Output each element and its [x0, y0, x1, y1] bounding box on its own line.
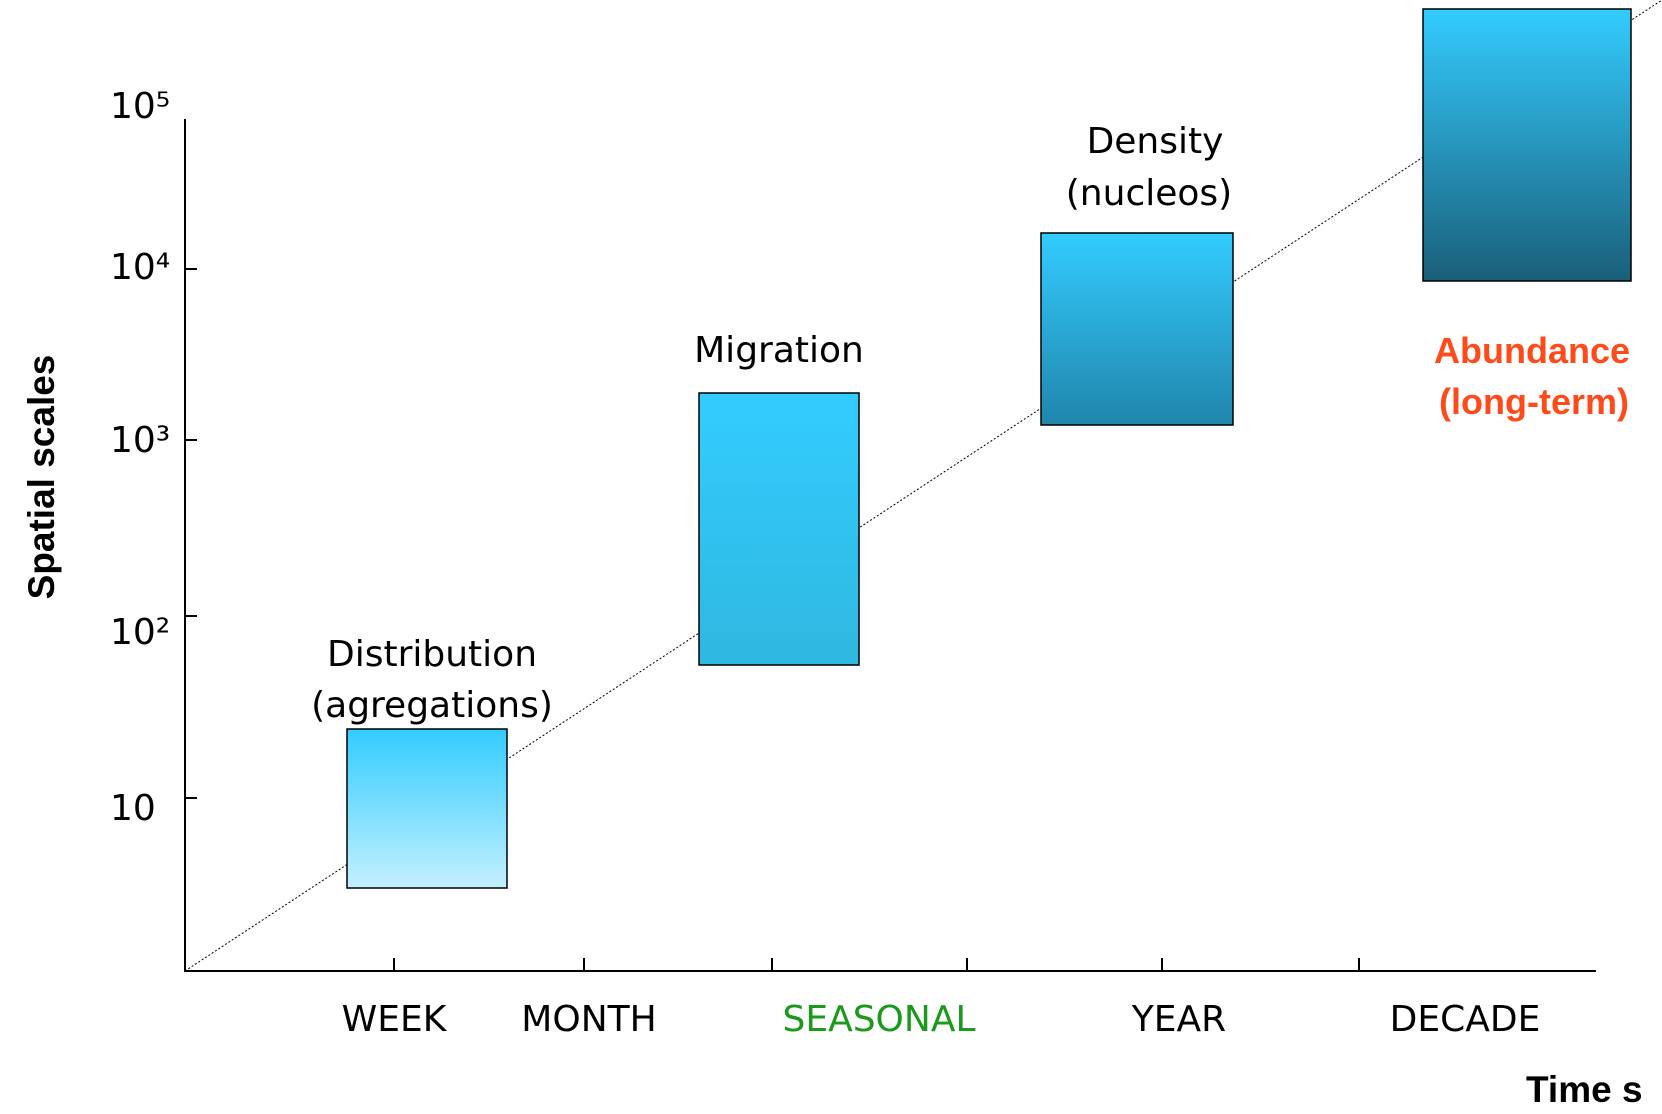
y-labels: 10⁵ 10⁴ 10³ 10² 10	[110, 86, 170, 829]
x-label: MONTH	[521, 999, 656, 1040]
box	[698, 392, 860, 666]
y-label: 10⁵	[110, 86, 170, 127]
box	[1040, 232, 1234, 426]
x-ticks	[393, 958, 1360, 971]
box-label: (nucleos)	[1066, 173, 1232, 214]
diagonal	[184, 0, 1662, 972]
y-label: 10²	[110, 612, 170, 653]
y-ticks	[185, 268, 197, 799]
box	[1422, 8, 1632, 282]
x-label: DECADE	[1390, 999, 1541, 1040]
y-label: 10	[110, 788, 156, 829]
x-title: Time s	[1526, 1069, 1643, 1110]
box-label: Distribution	[327, 634, 537, 675]
box	[346, 728, 508, 889]
box-label: Migration	[694, 330, 864, 371]
y-label: 10³	[110, 420, 170, 461]
y-label: 10⁴	[110, 247, 170, 288]
box-label: (agregations)	[311, 685, 553, 726]
x-labels: WEEK MONTH SEASONAL YEAR DECADE	[342, 999, 1541, 1040]
y-title: Spatial scales	[21, 355, 62, 600]
box-label: Density	[1087, 121, 1224, 162]
x-label: SEASONAL	[782, 999, 975, 1040]
box-label: Abundance	[1434, 330, 1630, 371]
box-labels: Distribution (agregations) Migration Den…	[311, 121, 1630, 726]
x-label: YEAR	[1131, 999, 1226, 1040]
x-label: WEEK	[342, 999, 448, 1040]
box-label: (long-term)	[1439, 381, 1629, 422]
